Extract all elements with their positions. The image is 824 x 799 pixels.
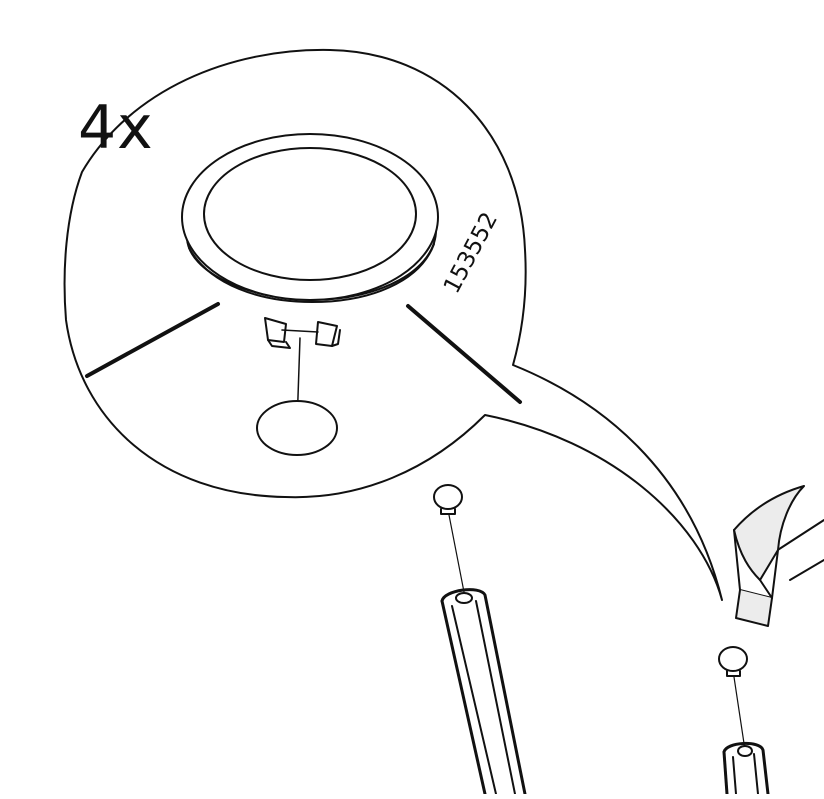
insertion-guide-line-1: [448, 514, 465, 593]
section-cut-line-left: [85, 302, 220, 378]
section-cut-line-right: [406, 304, 522, 404]
end-cap-icon-small-1: [433, 484, 463, 515]
end-cap-icon-zoomed: [181, 133, 439, 349]
quantity-label: 4x: [78, 93, 154, 163]
zoom-callout-bubble: [63, 48, 723, 601]
insertion-guide-line-2: [733, 676, 746, 751]
end-cap-icon-small-2: [718, 646, 748, 677]
hammer-icon: [733, 485, 824, 627]
hole-icon: [256, 400, 338, 456]
leg-tube-2: [722, 742, 770, 796]
leg-tube-1: [440, 588, 527, 796]
